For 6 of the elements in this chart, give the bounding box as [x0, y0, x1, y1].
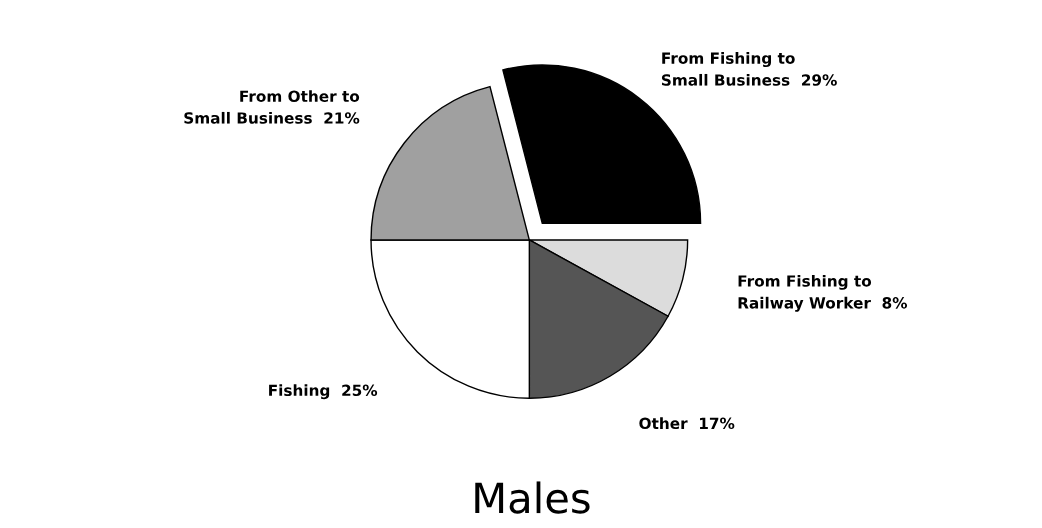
- slice-label: From Fishing to Railway Worker 8%: [738, 274, 908, 312]
- slice-label: From Other to Small Business 21%: [184, 90, 360, 124]
- slice-label: Fishing 25%: [269, 384, 378, 400]
- slice-label: Other 17%: [639, 417, 735, 430]
- slice-label: From Fishing to Small Business 29%: [661, 52, 837, 86]
- text: Males: [475, 481, 590, 514]
